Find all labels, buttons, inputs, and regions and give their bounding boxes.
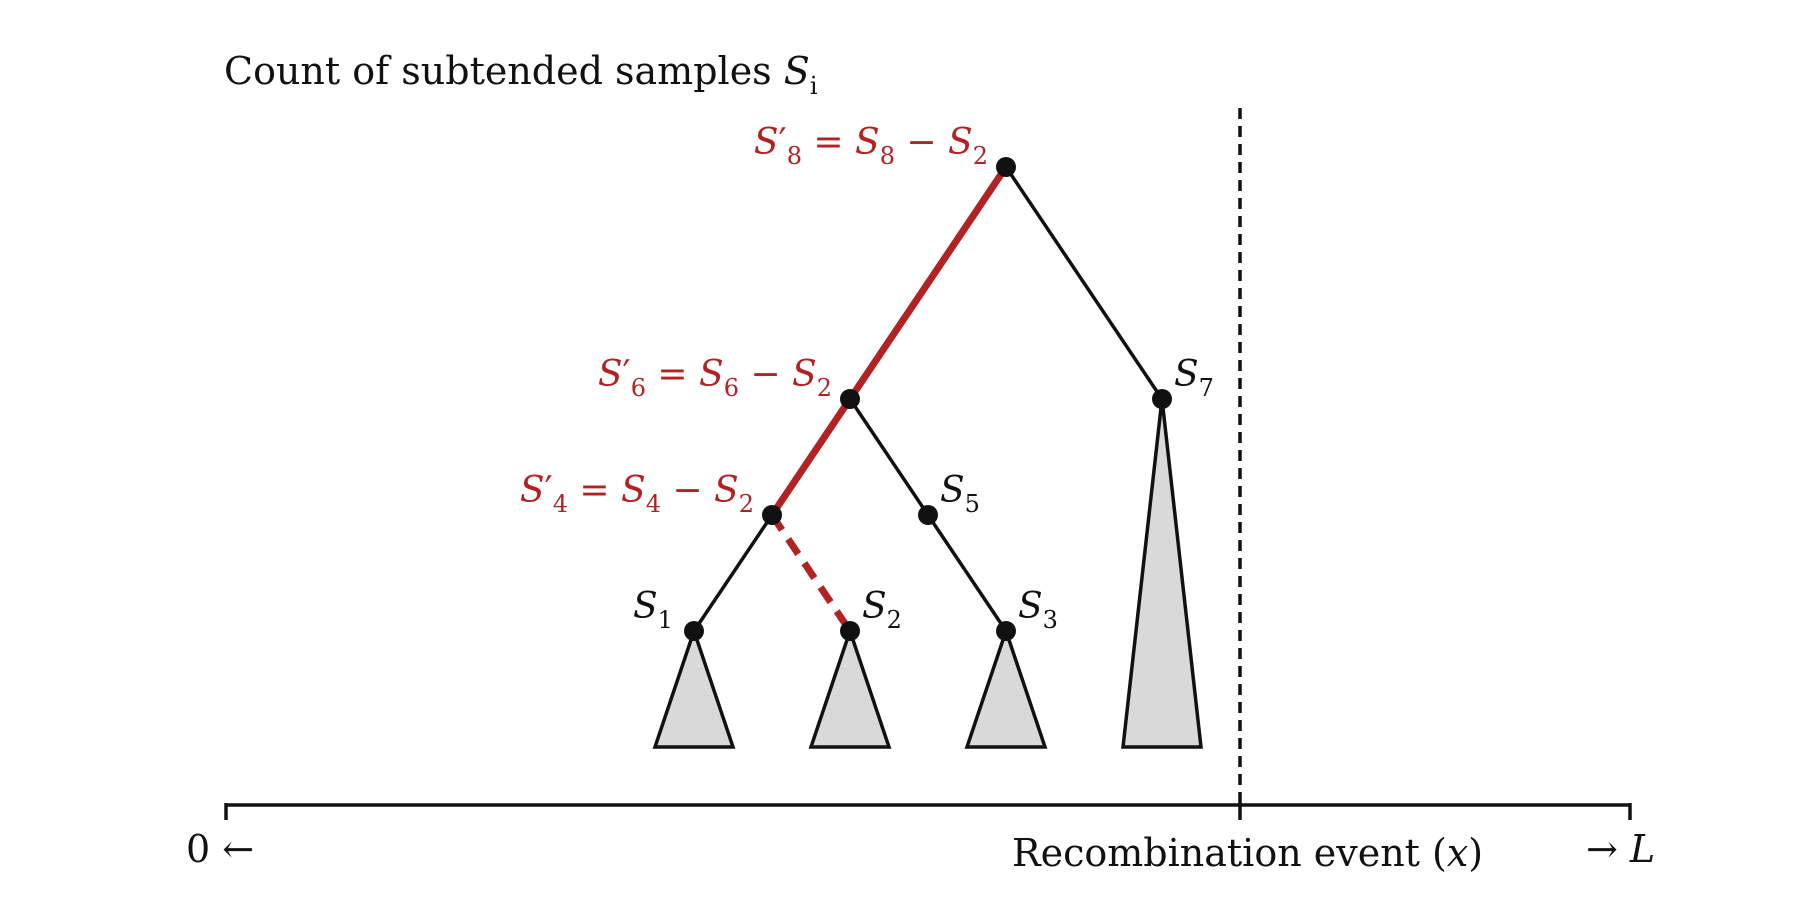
label-node-8: S′8 = S8 − S2: [754, 122, 988, 170]
subtree-triangle-3: [964, 625, 1048, 749]
axis-left-label: 0 ←: [186, 827, 254, 871]
node-1: [684, 621, 704, 641]
node-6: [840, 389, 860, 409]
axis-event-label: Recombination event (x): [1012, 831, 1483, 875]
node-8: [996, 157, 1016, 177]
label-node-5: S5: [940, 470, 980, 518]
node-7: [1152, 389, 1172, 409]
label-node-2: S2: [862, 586, 902, 634]
diagram-title: Count of subtended samples Si: [224, 49, 818, 100]
axis-right-label: → L: [1586, 827, 1655, 871]
subtree-triangle-1: [652, 625, 736, 749]
label-node-3: S3: [1018, 586, 1058, 634]
node-5: [918, 505, 938, 525]
label-node-4: S′4 = S4 − S2: [520, 470, 754, 518]
removed-edge-n4-n2: [769, 513, 853, 633]
highlight-edge-n6-n4: [769, 397, 853, 517]
subtree-triangle-2: [808, 625, 892, 749]
highlight-edge-n8-n6: [847, 165, 1009, 401]
label-node-6: S′6 = S6 − S2: [598, 354, 832, 402]
edge-n6-n5: [848, 398, 930, 516]
label-node-1: S1: [633, 586, 673, 634]
node-4: [762, 505, 782, 525]
edge-n8-n7: [1004, 166, 1164, 400]
node-3: [996, 621, 1016, 641]
subtree-triangle-7: [1121, 398, 1203, 749]
edge-n4-n1: [692, 514, 774, 632]
label-node-7: S7: [1174, 354, 1214, 402]
edge-n5-n3: [926, 514, 1008, 632]
node-2: [840, 621, 860, 641]
